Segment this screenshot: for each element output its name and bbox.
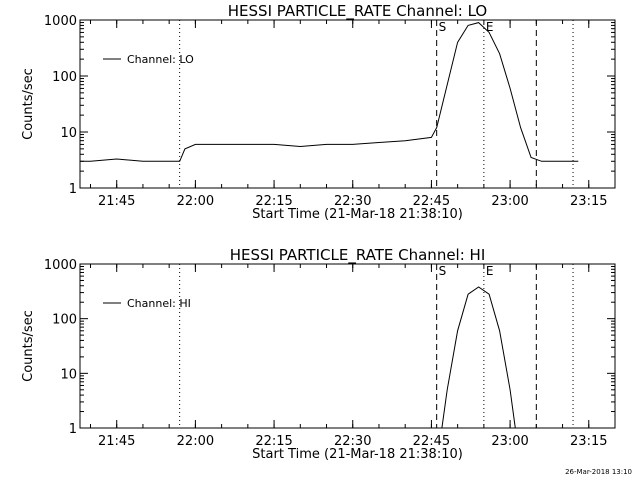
x-tick-label: 22:15	[255, 194, 292, 209]
chart-panel-2: HESSI PARTICLE_RATE Channel: HI 1 10 100 100…	[21, 246, 616, 462]
legend-label: Channel: LO	[127, 53, 194, 66]
x-axis-label: Start Time (21-Mar-18 21:38:10)	[252, 207, 463, 222]
time-marker-label: E	[486, 264, 494, 278]
series-line	[441, 286, 516, 429]
y-tick-label: 100	[52, 313, 77, 328]
x-tick-label: 23:15	[570, 194, 607, 209]
x-tick-label: 23:15	[570, 434, 607, 449]
y-tick-label: 1	[69, 182, 77, 197]
time-marker-label: S	[439, 264, 447, 278]
series-line	[80, 22, 579, 162]
y-axis-label: Counts/sec	[21, 310, 36, 382]
x-tick-label: 22:30	[334, 434, 371, 449]
x-tick-label: 22:45	[413, 434, 450, 449]
x-tick-label: 23:00	[491, 434, 528, 449]
x-tick-label: 21:45	[98, 434, 135, 449]
generation-timestamp: 26-Mar-2018 13:10	[565, 468, 632, 476]
x-tick-label: 23:00	[491, 194, 528, 209]
x-tick-label: 22:15	[255, 434, 292, 449]
y-tick-label: 100	[52, 70, 77, 85]
legend-label: Channel: HI	[127, 297, 191, 310]
y-tick-label: 10	[60, 367, 77, 382]
time-marker-label: S	[439, 20, 447, 34]
y-tick-label: 1	[69, 422, 77, 437]
y-tick-label: 10	[60, 126, 77, 141]
plot-frame	[79, 263, 616, 429]
x-tick-label: 22:45	[413, 194, 450, 209]
x-tick-label: 21:45	[98, 194, 135, 209]
chart-title: HESSI PARTICLE_RATE Channel: HI	[230, 246, 486, 265]
x-axis-label: Start Time (21-Mar-18 21:38:10)	[252, 447, 463, 462]
plot-frame	[79, 19, 616, 189]
time-marker-label: E	[486, 20, 494, 34]
x-tick-label: 22:00	[177, 434, 214, 449]
y-tick-label: 1000	[44, 14, 77, 29]
x-tick-label: 22:00	[177, 194, 214, 209]
x-tick-label: 22:30	[334, 194, 371, 209]
y-axis-label: Counts/sec	[21, 68, 36, 140]
chart-panel-1: HESSI PARTICLE_RATE Channel: LO 1 10 100 100…	[21, 2, 616, 222]
y-tick-label: 1000	[44, 258, 77, 273]
chart-title: HESSI PARTICLE_RATE Channel: LO	[228, 2, 487, 21]
